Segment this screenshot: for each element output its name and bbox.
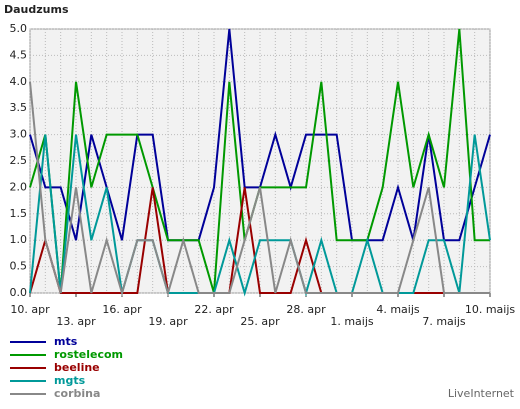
legend-label: beeline	[54, 361, 100, 374]
legend-label: rostelecom	[54, 348, 123, 361]
x-tick-label: 4. maijs	[376, 303, 420, 316]
legend-label: mgts	[54, 374, 86, 387]
y-tick-label: 5.0	[10, 22, 28, 35]
y-tick-label: 3.5	[10, 101, 28, 114]
y-tick-label: 2.5	[10, 154, 28, 167]
x-tick-label: 13. apr	[56, 315, 96, 328]
y-tick-label: 4.5	[10, 48, 28, 61]
y-tick-label: 0.0	[10, 286, 28, 299]
y-tick-label: 3.0	[10, 128, 28, 141]
x-tick-label: 1. maijs	[330, 315, 374, 328]
x-tick-label: 28. apr	[286, 303, 326, 316]
y-tick-label: 0.5	[10, 260, 28, 273]
legend-label: corbina	[54, 387, 100, 400]
y-tick-label: 1.0	[10, 233, 28, 246]
y-tick-label: 4.0	[10, 75, 28, 88]
chart-title: Daudzums	[4, 3, 69, 16]
y-tick-label: 2.0	[10, 180, 28, 193]
x-tick-label: 25. apr	[240, 315, 280, 328]
series-line	[29, 81, 490, 297]
series-line	[29, 134, 491, 297]
x-tick-label: 7. maijs	[422, 315, 466, 328]
x-tick-label: 22. apr	[194, 303, 234, 316]
x-tick-label: 19. apr	[148, 315, 188, 328]
y-tick-label: 1.5	[10, 207, 28, 220]
footer: LiveInternet	[448, 387, 515, 400]
x-tick-label: 16. apr	[102, 303, 142, 316]
x-tick-label: 10. maijs	[465, 303, 516, 316]
legend-label: mts	[54, 335, 78, 348]
x-tick-label: 10. apr	[10, 303, 50, 316]
